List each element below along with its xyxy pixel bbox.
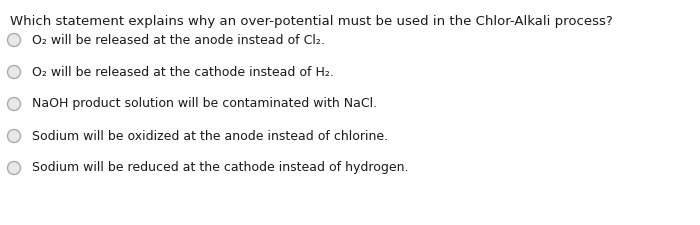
Text: NaOH product solution will be contaminated with NaCl.: NaOH product solution will be contaminat… xyxy=(32,97,377,110)
Circle shape xyxy=(8,130,20,142)
Text: Sodium will be oxidized at the anode instead of chlorine.: Sodium will be oxidized at the anode ins… xyxy=(32,130,388,142)
Text: O₂ will be released at the cathode instead of H₂.: O₂ will be released at the cathode inste… xyxy=(32,65,334,79)
Text: O₂ will be released at the anode instead of Cl₂.: O₂ will be released at the anode instead… xyxy=(32,34,325,47)
Circle shape xyxy=(8,97,20,110)
Circle shape xyxy=(8,162,20,175)
Circle shape xyxy=(8,34,20,47)
Text: Which statement explains why an over-potential must be used in the Chlor-Alkali : Which statement explains why an over-pot… xyxy=(10,15,612,28)
Text: Sodium will be reduced at the cathode instead of hydrogen.: Sodium will be reduced at the cathode in… xyxy=(32,162,409,175)
Circle shape xyxy=(8,65,20,79)
